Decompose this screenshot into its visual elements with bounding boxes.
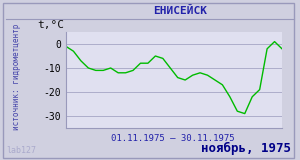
Text: t,°C: t,°C: [38, 20, 64, 30]
Text: источник: гидрометцентр: источник: гидрометцентр: [12, 24, 21, 130]
Text: 01.11.1975 – 30.11.1975: 01.11.1975 – 30.11.1975: [111, 134, 234, 143]
Text: ноябрь, 1975: ноябрь, 1975: [201, 142, 291, 155]
Text: lab127: lab127: [6, 146, 36, 155]
Text: ЕНИСЕЙСК: ЕНИСЕЙСК: [153, 6, 207, 16]
